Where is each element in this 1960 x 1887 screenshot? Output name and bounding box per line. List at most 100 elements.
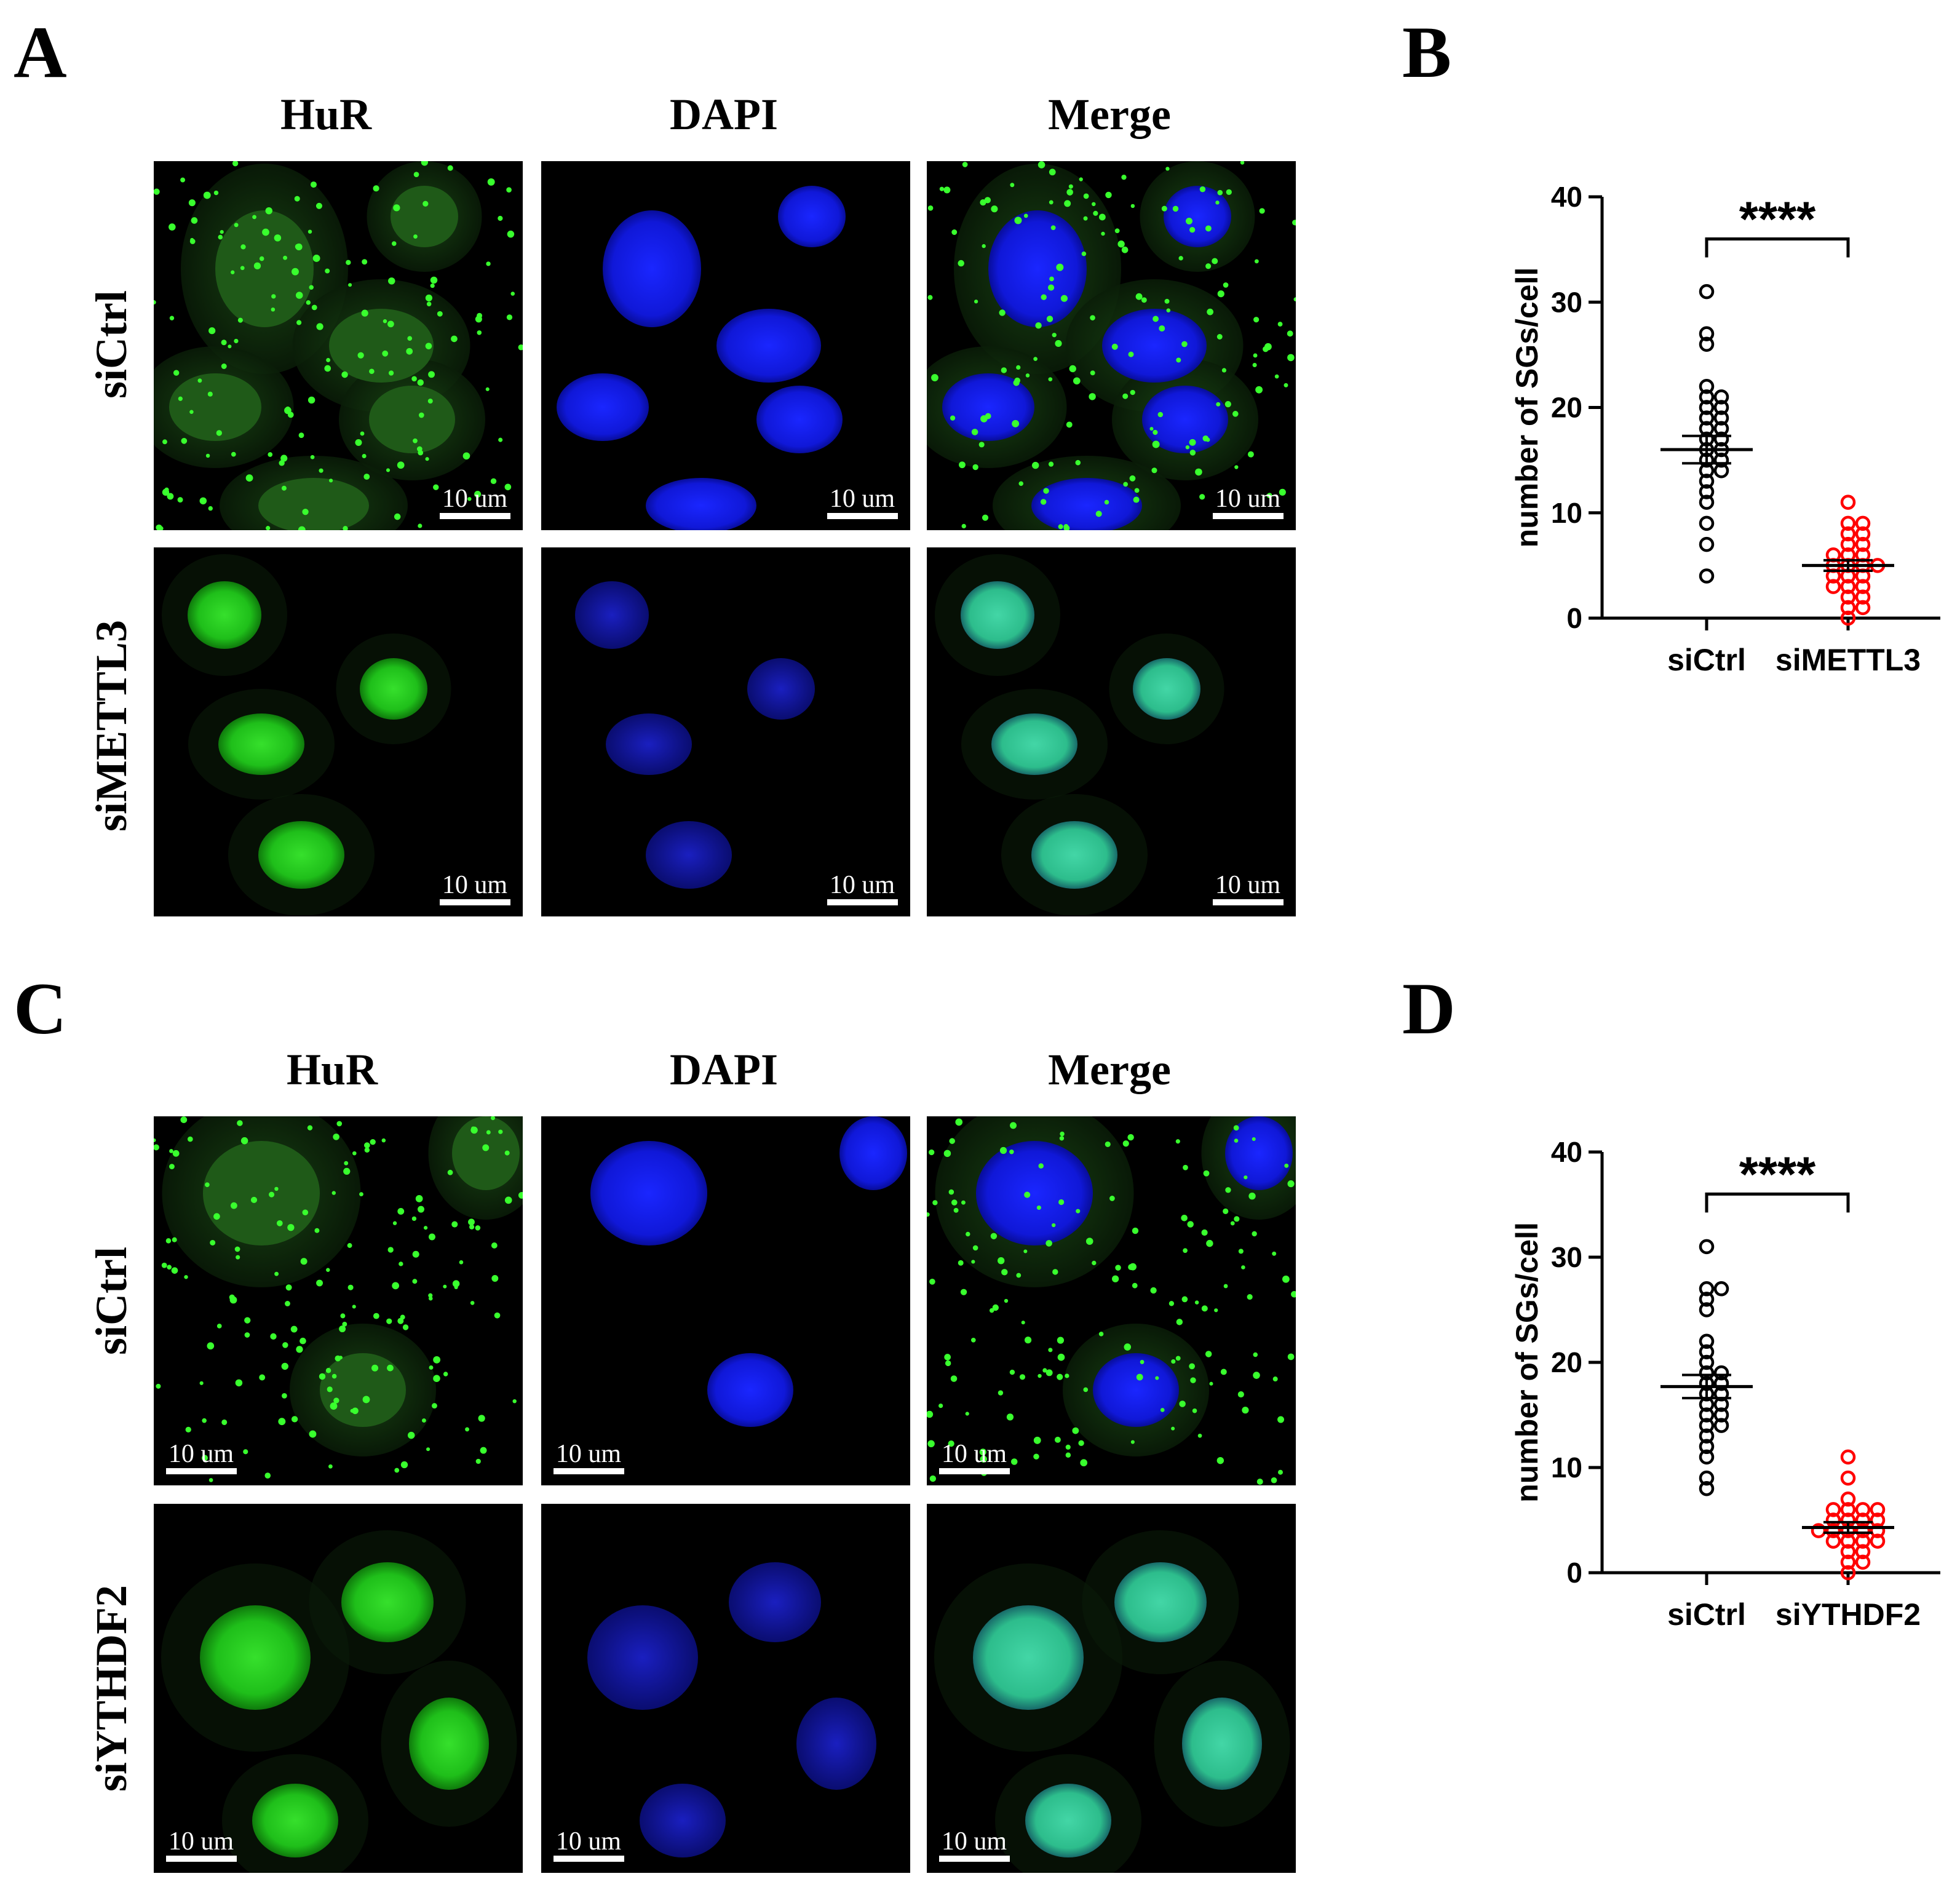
data-point bbox=[1855, 1502, 1871, 1517]
data-point bbox=[1699, 379, 1715, 394]
y-tick-label: 40 bbox=[1551, 1136, 1582, 1168]
micrograph-C_kd-hur: 10 um bbox=[154, 1504, 523, 1873]
data-point bbox=[1699, 1470, 1715, 1486]
chart-b: 0 10 20 30 40 siCtrl siMETTL3 number of SGs/cel… bbox=[1510, 181, 1940, 677]
scale-bar-label: 10 um bbox=[830, 871, 895, 899]
scale-bar bbox=[166, 1856, 237, 1862]
data-point bbox=[1699, 410, 1715, 426]
scale-bar bbox=[939, 1856, 1010, 1862]
scale-bar bbox=[166, 1468, 237, 1474]
data-point bbox=[1699, 536, 1715, 552]
scale-bar-label: 10 um bbox=[942, 1827, 1007, 1856]
micrograph-A_ctrl-dapi: 10 um bbox=[541, 161, 910, 530]
panel-letter-c: C bbox=[14, 967, 67, 1049]
data-point bbox=[1699, 484, 1715, 499]
micrograph-A_kd-merge: 10 um bbox=[927, 547, 1296, 916]
data-point bbox=[1699, 400, 1715, 415]
data-point bbox=[1699, 326, 1715, 341]
scale-bar-label: 10 um bbox=[556, 1827, 622, 1856]
x-category-label: siCtrl bbox=[1667, 1597, 1746, 1632]
significance-label: **** bbox=[1739, 192, 1816, 247]
scale-bar bbox=[939, 1468, 1010, 1474]
data-point bbox=[1713, 1418, 1729, 1433]
data-point bbox=[1699, 1344, 1715, 1360]
panel-letter-b: B bbox=[1402, 11, 1451, 93]
micrograph-C_ctrl-hur: 10 um bbox=[154, 1116, 523, 1485]
data-point bbox=[1855, 1533, 1871, 1549]
data-point bbox=[1840, 600, 1856, 616]
data-point bbox=[1855, 600, 1871, 616]
data-point bbox=[1855, 589, 1871, 605]
col-header-dapi-c: DAPI bbox=[670, 1045, 778, 1094]
scale-bar-label: 10 um bbox=[556, 1440, 622, 1468]
y-tick-label: 20 bbox=[1551, 1346, 1582, 1378]
data-point bbox=[1840, 1502, 1856, 1517]
data-point bbox=[1713, 410, 1729, 426]
data-point bbox=[1699, 336, 1715, 352]
y-tick-label: 40 bbox=[1551, 181, 1582, 213]
y-axis-label: number of SGs/cell bbox=[1510, 268, 1544, 548]
data-point bbox=[1699, 284, 1715, 300]
data-point bbox=[1840, 515, 1856, 531]
data-point bbox=[1699, 1302, 1715, 1317]
data-point bbox=[1840, 495, 1856, 510]
micrograph-A_ctrl-hur: 10 um bbox=[154, 161, 523, 530]
x-category-label: siMETTL3 bbox=[1776, 643, 1921, 677]
scale-bar-label: 10 um bbox=[1215, 485, 1281, 513]
data-point bbox=[1855, 526, 1871, 542]
micrograph-C_ctrl-merge: 10 um bbox=[927, 1116, 1296, 1485]
scale-bar-label: 10 um bbox=[830, 485, 895, 513]
micrograph-A_kd-dapi: 10 um bbox=[541, 547, 910, 916]
y-tick-label: 0 bbox=[1566, 1557, 1582, 1589]
col-header-dapi-a: DAPI bbox=[670, 90, 778, 139]
y-tick-label: 30 bbox=[1551, 1241, 1582, 1273]
data-point bbox=[1713, 1375, 1729, 1391]
micrograph-C_kd-dapi: 10 um bbox=[541, 1504, 910, 1873]
data-point bbox=[1855, 536, 1871, 552]
data-point bbox=[1825, 1523, 1841, 1538]
chart-d: 0 10 20 30 40 siCtrl siYTHDF2 number of SGs/cel… bbox=[1510, 1136, 1940, 1632]
data-point bbox=[1840, 1492, 1856, 1507]
data-point bbox=[1855, 515, 1871, 531]
data-point bbox=[1870, 1523, 1886, 1538]
data-point bbox=[1840, 1565, 1856, 1581]
y-axis-label: number of SGs/cell bbox=[1510, 1222, 1544, 1503]
x-category-label: siCtrl bbox=[1667, 643, 1746, 677]
data-point bbox=[1713, 452, 1729, 468]
data-point bbox=[1699, 1292, 1715, 1307]
data-point bbox=[1840, 1554, 1856, 1570]
data-point bbox=[1840, 1449, 1856, 1465]
data-point bbox=[1699, 1418, 1715, 1433]
scale-bar-label: 10 um bbox=[442, 485, 508, 513]
scale-bar bbox=[827, 513, 898, 519]
data-point bbox=[1840, 536, 1856, 552]
col-header-merge-c: Merge bbox=[1048, 1045, 1171, 1094]
data-point bbox=[1713, 431, 1729, 447]
data-point bbox=[1699, 1281, 1715, 1297]
scale-bar bbox=[1213, 899, 1284, 905]
data-point bbox=[1811, 1523, 1827, 1538]
scale-bar bbox=[553, 1468, 624, 1474]
micrograph-A_ctrl-merge: 10 um bbox=[927, 161, 1296, 530]
data-point bbox=[1699, 474, 1715, 489]
data-point bbox=[1699, 1407, 1715, 1423]
data-point bbox=[1855, 579, 1871, 594]
data-point bbox=[1713, 1407, 1729, 1423]
significance-bracket bbox=[1705, 1192, 1850, 1213]
data-point bbox=[1713, 1365, 1729, 1381]
data-point bbox=[1699, 1449, 1715, 1465]
data-point bbox=[1713, 400, 1729, 415]
data-point bbox=[1840, 526, 1856, 542]
y-tick-label: 20 bbox=[1551, 392, 1582, 424]
micrograph-C_kd-merge: 10 um bbox=[927, 1504, 1296, 1873]
data-point bbox=[1699, 1333, 1715, 1349]
data-point bbox=[1840, 1470, 1856, 1486]
data-point bbox=[1870, 1533, 1886, 1549]
micrograph-grid: 10 um 10 um 10 um 10 um 10 um 10 um 10 um 10 um… bbox=[154, 161, 1296, 1873]
data-point bbox=[1699, 568, 1715, 584]
data-point bbox=[1713, 389, 1729, 405]
scale-bar-label: 10 um bbox=[942, 1440, 1007, 1468]
panel-letter-a: A bbox=[14, 11, 67, 93]
scale-bar bbox=[553, 1856, 624, 1862]
